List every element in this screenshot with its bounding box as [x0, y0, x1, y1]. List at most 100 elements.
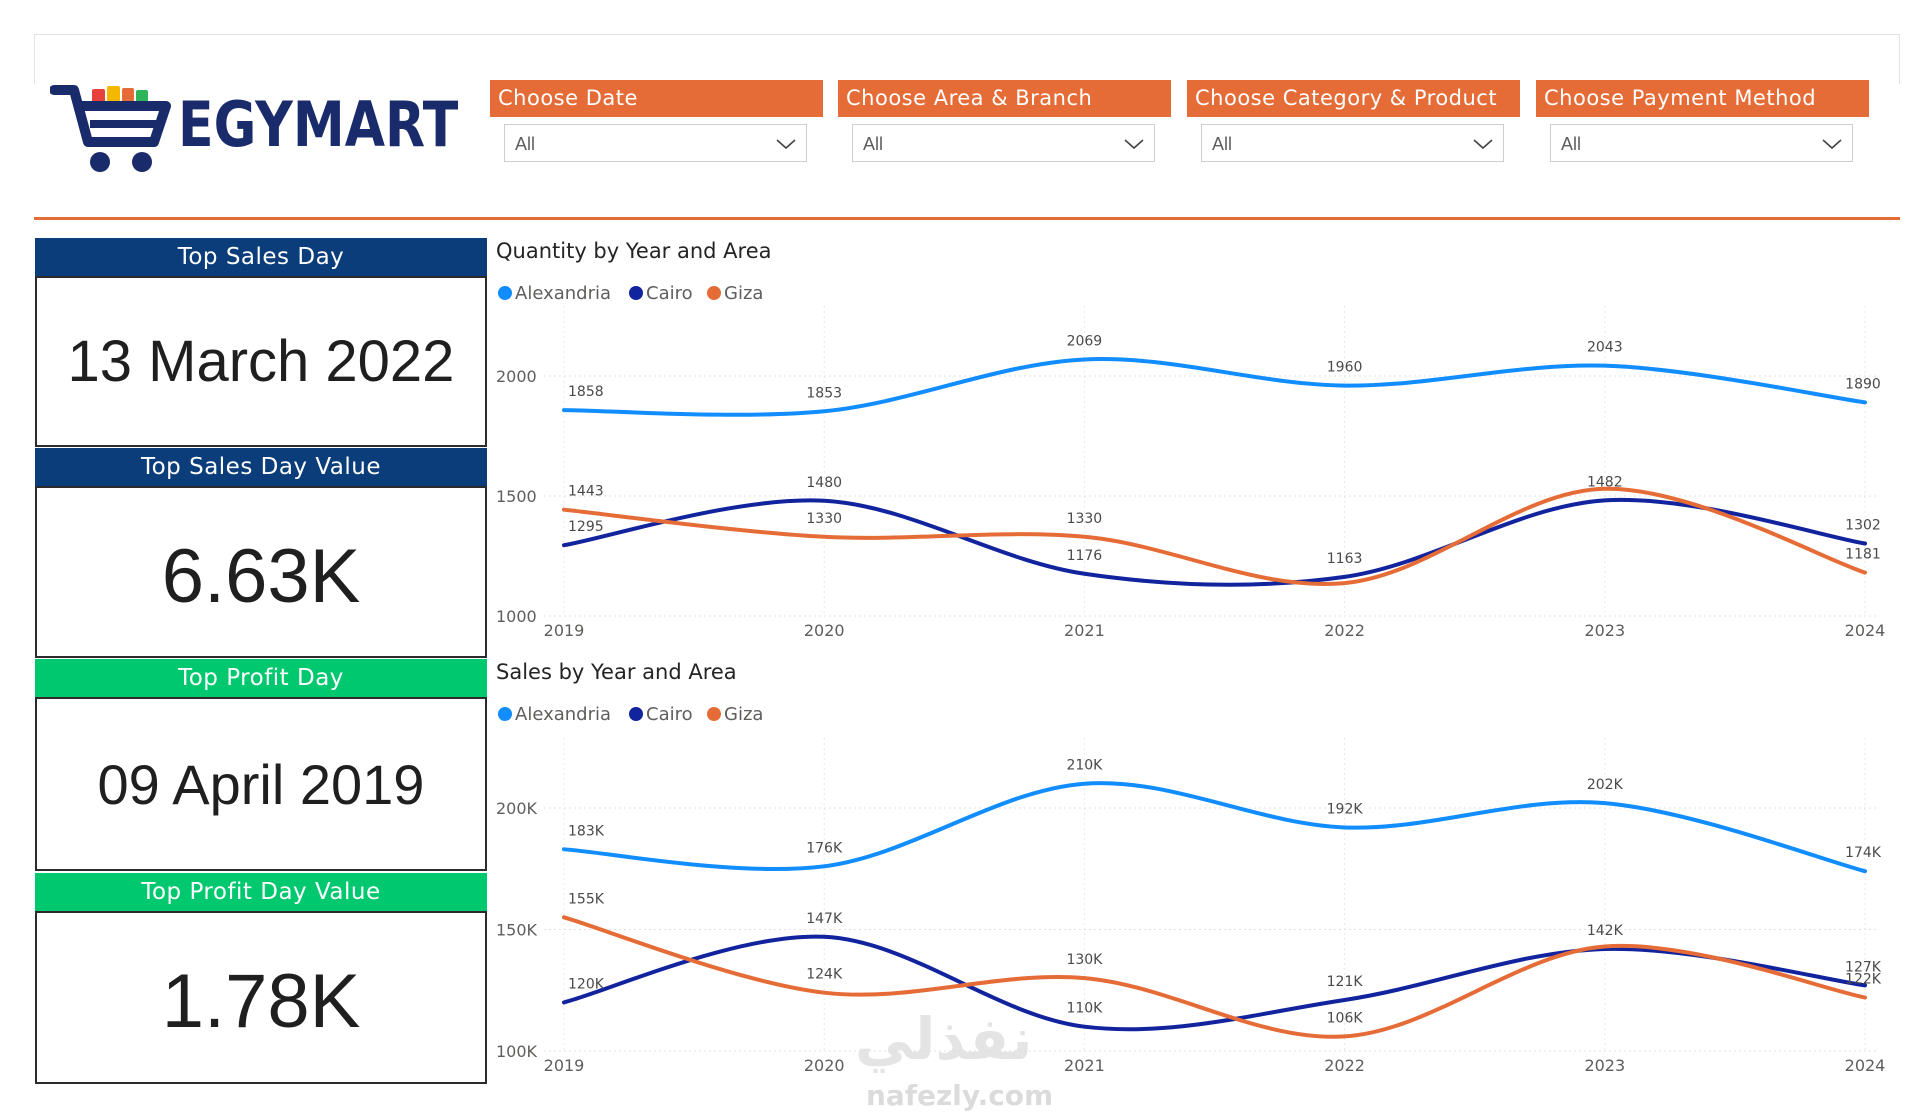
egymart-logo: EGYMART: [49, 84, 458, 179]
legend-label: Cairo: [646, 283, 693, 304]
report-frame-top: [34, 34, 1900, 35]
kpi-top-profit-value-value: 1.78K: [161, 959, 361, 1044]
data-label: 1330: [806, 511, 842, 527]
x-tick-label: 2019: [544, 1056, 585, 1075]
x-tick-label: 2019: [544, 621, 585, 640]
area-branch-dropdown-value: All: [863, 134, 884, 154]
kpi-top-profit-day-title: Top Profit Day: [35, 659, 487, 697]
chevron-down-icon: [1124, 139, 1144, 150]
data-label: 176K: [806, 840, 843, 856]
data-label: 1482: [1587, 474, 1623, 490]
legend-label: Alexandria: [515, 283, 611, 304]
data-label: 130K: [1066, 952, 1103, 968]
kpi-top-sales-value-title: Top Sales Day Value: [35, 448, 487, 486]
watermark-url: nafezly.com: [866, 1079, 1054, 1112]
series-line-alexandria: [562, 781, 1867, 874]
data-label: 1443: [568, 484, 604, 500]
data-label: 1858: [568, 384, 604, 400]
x-tick-label: 2024: [1845, 621, 1886, 640]
y-tick-label: 150K: [496, 921, 538, 940]
slicer-date: Choose Date All: [490, 80, 823, 170]
data-label: 1163: [1327, 551, 1363, 567]
slicer-payment-method: Choose Payment Method All: [1536, 80, 1869, 170]
data-label: 202K: [1587, 777, 1624, 793]
data-label: 110K: [1066, 1001, 1103, 1017]
y-tick-label: 1500: [496, 487, 537, 506]
series-line-cairo: [562, 497, 1867, 587]
kpi-top-profit-day-value: 09 April 2019: [97, 752, 425, 816]
kpi-top-sales-day-title: Top Sales Day: [35, 238, 487, 276]
series-line-giza: [562, 486, 1867, 586]
slicer-category-product-label: Choose Category & Product: [1187, 80, 1520, 117]
legend-marker: [498, 286, 512, 300]
y-tick-label: 1000: [496, 607, 537, 626]
legend-marker: [498, 707, 512, 721]
quantity-by-year-area-chart: Quantity by Year and Area Alexandria Cairo…: [496, 239, 1886, 640]
x-tick-label: 2021: [1064, 1056, 1105, 1075]
data-label: 1295: [568, 519, 604, 535]
kpi-top-sales-day-card: 13 March 2022: [35, 276, 487, 447]
data-label: 1890: [1845, 376, 1881, 392]
sales-by-year-area-chart: Sales by Year and Area Alexandria Cairo Giz…: [496, 660, 1886, 1075]
data-label: 1181: [1845, 547, 1881, 563]
series-line-cairo: [562, 934, 1867, 1032]
data-label: 1853: [806, 385, 842, 401]
data-label: 147K: [806, 911, 843, 927]
data-label: 2069: [1067, 333, 1103, 349]
chart-title: Quantity by Year and Area: [496, 239, 772, 263]
data-label: 1176: [1067, 548, 1103, 564]
date-dropdown-value: All: [515, 134, 536, 154]
area-branch-dropdown[interactable]: All: [852, 124, 1155, 162]
kpi-top-sales-value-card: 6.63K: [35, 486, 487, 658]
slicer-date-label: Choose Date: [490, 80, 823, 117]
data-label: 2043: [1587, 340, 1623, 356]
date-dropdown[interactable]: All: [504, 124, 807, 162]
data-label: 1960: [1327, 360, 1363, 376]
legend-marker: [629, 707, 643, 721]
series-line-alexandria: [562, 357, 1867, 417]
legend-label: Alexandria: [515, 704, 611, 725]
x-tick-label: 2021: [1064, 621, 1105, 640]
data-label: 174K: [1845, 845, 1882, 861]
data-label: 155K: [568, 891, 605, 907]
x-tick-label: 2024: [1845, 1056, 1886, 1075]
category-product-dropdown-value: All: [1212, 134, 1233, 154]
kpi-top-sales-day-value: 13 March 2022: [67, 329, 455, 394]
x-tick-label: 2022: [1324, 621, 1365, 640]
chart-title: Sales by Year and Area: [496, 660, 737, 684]
kpi-top-sales-value-value: 6.63K: [161, 533, 361, 619]
slicer-payment-method-label: Choose Payment Method: [1536, 80, 1869, 117]
y-tick-label: 100K: [496, 1042, 538, 1061]
x-tick-label: 2023: [1584, 1056, 1625, 1075]
data-label: 121K: [1327, 974, 1364, 990]
slicer-category-product: Choose Category & Product All: [1187, 80, 1520, 170]
kpi-top-profit-day-card: 09 April 2019: [35, 697, 487, 871]
series-line-giza: [562, 915, 1867, 1039]
payment-method-dropdown[interactable]: All: [1550, 124, 1853, 162]
header-divider: [34, 217, 1900, 220]
report-frame-right: [1899, 34, 1900, 84]
data-label: 122K: [1845, 972, 1882, 988]
payment-method-dropdown-value: All: [1561, 134, 1582, 154]
data-label: 124K: [806, 967, 843, 983]
data-label: 106K: [1327, 1010, 1364, 1026]
legend-label: Cairo: [646, 704, 693, 725]
x-tick-label: 2020: [804, 621, 845, 640]
y-tick-label: 200K: [496, 799, 538, 818]
report-frame-left: [34, 34, 35, 84]
y-tick-label: 2000: [496, 367, 537, 386]
kpi-top-profit-value-card: 1.78K: [35, 911, 487, 1084]
x-tick-label: 2023: [1584, 621, 1625, 640]
legend-label: Giza: [724, 283, 763, 304]
legend-marker: [707, 286, 721, 300]
x-tick-label: 2022: [1324, 1056, 1365, 1075]
slicer-area-branch-label: Choose Area & Branch: [838, 80, 1171, 117]
data-label: 120K: [568, 976, 605, 992]
legend-marker: [707, 707, 721, 721]
category-product-dropdown[interactable]: All: [1201, 124, 1504, 162]
legend-marker: [629, 286, 643, 300]
x-tick-label: 2020: [804, 1056, 845, 1075]
data-label: 210K: [1066, 758, 1103, 774]
chevron-down-icon: [776, 139, 796, 150]
chevron-down-icon: [1473, 139, 1493, 150]
